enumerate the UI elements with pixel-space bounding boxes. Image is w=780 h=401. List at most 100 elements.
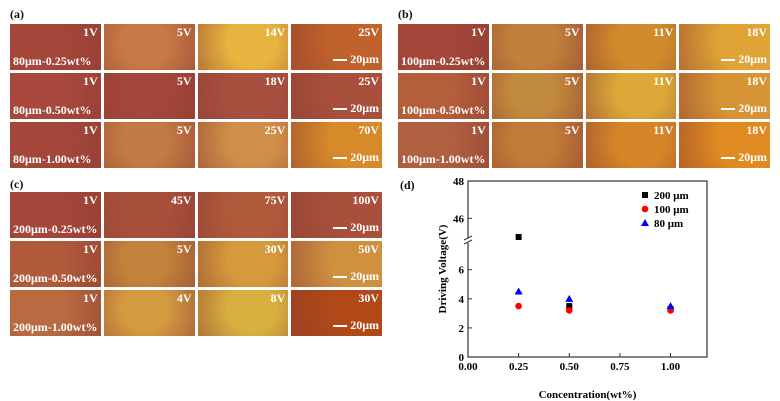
scale-bar: 20μm xyxy=(333,52,379,67)
voltage-label: 1V xyxy=(83,193,98,207)
panel-a-micrographs: 1V 80μm-0.25wt% 5V 14V 25V 20μm 1V 80μm-0.50wt%… xyxy=(10,24,382,168)
voltage-label: 1V xyxy=(471,74,486,88)
y-tick-label: 46 xyxy=(453,213,465,225)
voltage-label: 1V xyxy=(83,25,98,39)
legend-entry: 100 μm xyxy=(654,204,689,216)
y-tick-label: 4 xyxy=(459,294,465,306)
micrograph-tile: 5V xyxy=(103,24,195,70)
voltage-label: 18V xyxy=(746,25,767,39)
voltage-label: 1V xyxy=(83,74,98,88)
legend-entry: 80 μm xyxy=(654,218,683,230)
micrograph-tile: 1V 200μm-0.50wt% xyxy=(10,241,101,287)
micrograph-tile: 18V 20μm xyxy=(679,73,770,119)
voltage-label: 5V xyxy=(564,123,580,137)
micrograph-tile: 5V xyxy=(103,122,195,168)
micrograph-tile: 30V xyxy=(197,241,289,287)
sample-label: 100μm-0.50wt% xyxy=(401,103,486,117)
micrograph-tile: 5V xyxy=(491,122,583,168)
sample-label: 80μm-0.50wt% xyxy=(13,103,92,117)
data-point-square xyxy=(515,234,522,240)
voltage-label: 5V xyxy=(564,74,580,88)
legend-marker xyxy=(641,205,649,213)
voltage-label: 1V xyxy=(471,123,486,137)
micrograph-tile: 1V 100μm-1.00wt% xyxy=(398,122,489,168)
micrograph-tile: 100V 20μm xyxy=(291,192,382,238)
y-tick-label: 2 xyxy=(459,323,465,335)
micrograph-tile: 18V xyxy=(197,73,289,119)
voltage-label: 70V xyxy=(358,123,379,137)
micrograph-tile: 45V xyxy=(103,192,195,238)
voltage-label: 45V xyxy=(170,193,192,207)
sample-label: 200μm-1.00wt% xyxy=(13,320,98,334)
voltage-label: 11V xyxy=(653,74,674,88)
micrograph-tile: 1V 100μm-0.25wt% xyxy=(398,24,489,70)
x-tick-label: 1.00 xyxy=(661,361,681,373)
voltage-label: 5V xyxy=(176,242,192,256)
voltage-label: 11V xyxy=(653,25,674,39)
voltage-label: 100V xyxy=(352,193,379,207)
micrograph-tile: 1V 80μm-1.00wt% xyxy=(10,122,101,168)
axis-break-mark xyxy=(463,239,473,245)
voltage-label: 5V xyxy=(564,25,580,39)
voltage-label: 1V xyxy=(83,291,98,305)
scale-bar: 20μm xyxy=(721,52,767,67)
micrograph-tile: 8V xyxy=(197,290,289,336)
voltage-label: 50V xyxy=(358,242,379,256)
data-point-circle xyxy=(565,307,573,314)
sample-label: 80μm-0.25wt% xyxy=(13,54,92,68)
legend-marker xyxy=(641,219,649,226)
micrograph-tile: 1V 200μm-0.25wt% xyxy=(10,192,101,238)
voltage-label: 1V xyxy=(83,123,98,137)
micrograph-tile: 1V 200μm-1.00wt% xyxy=(10,290,101,336)
scale-bar: 20μm xyxy=(333,269,379,284)
panel-b-micrographs: 1V 100μm-0.25wt% 5V 11V 18V 20μm 1V 100μm-0.50w… xyxy=(398,24,770,168)
scale-bar: 20μm xyxy=(721,150,767,165)
voltage-label: 8V xyxy=(270,291,286,305)
legend-marker xyxy=(642,192,648,198)
voltage-label: 75V xyxy=(264,193,286,207)
y-tick-label: 0 xyxy=(459,352,465,364)
x-tick-label: 0.75 xyxy=(610,361,630,373)
data-point-triangle xyxy=(666,302,675,310)
voltage-label: 11V xyxy=(653,123,674,137)
y-tick-label: 48 xyxy=(453,176,465,188)
x-tick-label: 0.50 xyxy=(560,361,580,373)
micrograph-tile: 1V 80μm-0.25wt% xyxy=(10,24,101,70)
voltage-label: 25V xyxy=(264,123,286,137)
x-tick-label: 0.00 xyxy=(458,361,478,373)
axis-break-gap xyxy=(464,238,472,243)
panel-c-micrographs: 1V 200μm-0.25wt% 45V 75V 100V 20μm 1V 200μm-0.5… xyxy=(10,192,382,336)
micrograph-tile: 11V xyxy=(585,73,677,119)
micrograph-tile: 18V 20μm xyxy=(679,122,770,168)
micrograph-tile: 75V xyxy=(197,192,289,238)
voltage-label: 30V xyxy=(358,291,379,305)
data-point-square xyxy=(566,303,573,310)
scale-bar: 20μm xyxy=(333,101,379,116)
scale-bar: 20μm xyxy=(333,150,379,165)
voltage-label: 5V xyxy=(176,74,192,88)
x-axis-label: Concentration(wt%) xyxy=(539,389,637,401)
voltage-label: 30V xyxy=(264,242,286,256)
micrograph-tile: 30V 20μm xyxy=(291,290,382,336)
panel-a-label: (a) xyxy=(10,7,24,21)
legend-entry: 200 μm xyxy=(654,190,689,202)
micrograph-tile: 5V xyxy=(491,24,583,70)
micrograph-tile: 5V xyxy=(103,241,195,287)
voltage-label: 25V xyxy=(358,74,379,88)
plot-frame xyxy=(467,180,708,358)
y-axis-label: Driving Voltage(V) xyxy=(437,224,449,313)
sample-label: 200μm-0.25wt% xyxy=(13,222,98,236)
sample-label: 200μm-0.50wt% xyxy=(13,271,98,285)
micrograph-tile: 70V 20μm xyxy=(291,122,382,168)
panel-d-label: (d) xyxy=(400,178,415,192)
micrograph-tile: 25V 20μm xyxy=(291,24,382,70)
voltage-label: 5V xyxy=(176,123,192,137)
data-point-triangle xyxy=(565,294,574,302)
micrograph-tile: 14V xyxy=(197,24,289,70)
voltage-label: 1V xyxy=(471,25,486,39)
voltage-label: 18V xyxy=(746,123,767,137)
voltage-label: 14V xyxy=(264,25,286,39)
micrograph-tile: 18V 20μm xyxy=(679,24,770,70)
x-tick-label: 0.25 xyxy=(509,361,529,373)
voltage-label: 4V xyxy=(176,291,192,305)
